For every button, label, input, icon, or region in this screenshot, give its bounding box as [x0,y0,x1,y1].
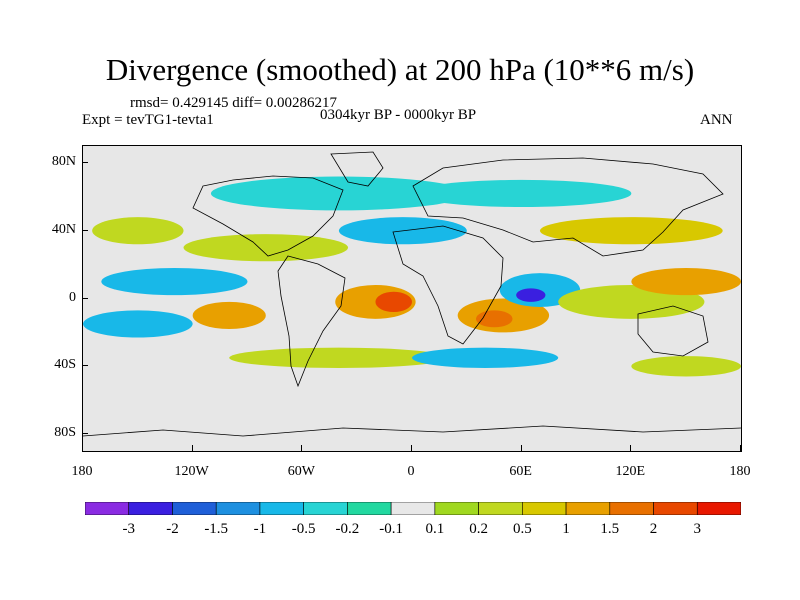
coast-greenland [330,151,384,187]
colorbar-box-8 [434,502,479,515]
field-blob-7 [631,268,741,296]
coast-north-america [192,175,344,257]
colorbar-box-2 [172,502,217,515]
coast-africa [392,225,504,345]
field-blob-17 [192,301,266,329]
colorbar-label: 0.5 [512,521,532,537]
x-tick-label: 180 [729,464,751,479]
colorbar-label: 2 [649,521,658,537]
x-tick-label: 120E [615,464,646,479]
colorbar-box-14 [696,502,741,515]
x-tick-label: 120W [174,464,209,479]
field-blob-8 [101,268,248,296]
map-plot [82,145,742,452]
y-tick-mark [82,365,88,367]
coastlines [83,151,741,437]
colorbar-label: -0.5 [291,521,316,537]
colorbar-label: -0.1 [379,521,403,537]
colorbar-box-10 [522,502,567,515]
experiment-label: Expt = tevTG1-tevta1 [82,112,214,128]
field-blob-13 [210,176,467,211]
x-tick-mark [191,445,193,451]
colorbar-box-3 [215,502,261,515]
y-tick-label: 80N [51,153,76,169]
colorbar-label: 0.2 [469,521,488,537]
field-blob-11 [229,347,449,368]
colorbar-box-5 [303,502,348,515]
y-tick-mark [82,229,88,231]
field-blob-5 [516,288,546,302]
colorbar-box-1 [128,502,173,515]
period-label: 0304kyr BP - 0000kyr BP [320,107,477,123]
y-tick-label: 40S [54,357,76,373]
y-tick-label: 80S [54,425,76,441]
coast-eurasia [412,157,724,257]
colorbar-label: 3 [693,521,702,537]
colorbar-label: -3 [122,521,135,537]
coast-australia [637,305,709,357]
field-blob-10 [183,234,349,262]
colorbar-box-9 [478,502,523,515]
field-blob-15 [539,217,723,245]
x-tick-mark [411,445,412,451]
x-tick-label: 0 [407,464,415,479]
field-blob-19 [631,356,741,377]
x-tick-label: 60W [287,464,315,479]
colorbar-label: -1.5 [204,521,229,537]
colorbar-box-11 [565,502,611,515]
colorbar-label: 0.1 [425,521,445,537]
x-tick-mark [740,445,741,451]
x-tick-label: 180 [71,464,93,479]
colorbar-box-0 [85,502,130,515]
coast-antarctica [83,425,741,437]
stats-label: rmsd= 0.429145 diff= 0.00286217 [130,95,338,111]
season-label: ANN [700,112,733,128]
colorbar-box-6 [347,502,392,515]
y-tick-mark [82,433,88,435]
colorbar-label: 1 [562,521,570,537]
x-tick-mark [520,445,522,451]
field-blob-14 [412,179,632,207]
colorbar-label: -2 [166,521,179,537]
chart-title: Divergence (smoothed) at 200 hPa (10**6 … [105,52,695,87]
y-tick-mark [82,297,88,299]
field-contours [83,176,741,377]
field-blob-3 [475,310,513,328]
colorbar-box-12 [609,502,654,515]
y-tick-label: 0 [69,289,76,305]
x-tick-mark [630,445,632,451]
colorbar-label: 1.5 [600,521,620,537]
x-tick-mark [301,445,303,451]
field-blob-16 [92,217,184,245]
map-canvas [83,151,741,437]
coast-south-america [277,255,346,388]
x-tick-mark [82,445,83,451]
x-tick-label: 60E [509,464,532,479]
field-blob-12 [412,347,559,368]
colorbar [85,502,741,515]
colorbar-box-13 [653,502,698,515]
field-blob-9 [83,310,193,338]
y-tick-label: 40N [51,221,76,237]
field-blob-1 [375,291,412,313]
colorbar-label: -0.2 [335,521,360,537]
y-tick-mark [82,161,88,163]
colorbar-label: -1 [253,521,267,537]
colorbar-box-4 [259,502,304,515]
colorbar-box-7 [390,502,436,515]
